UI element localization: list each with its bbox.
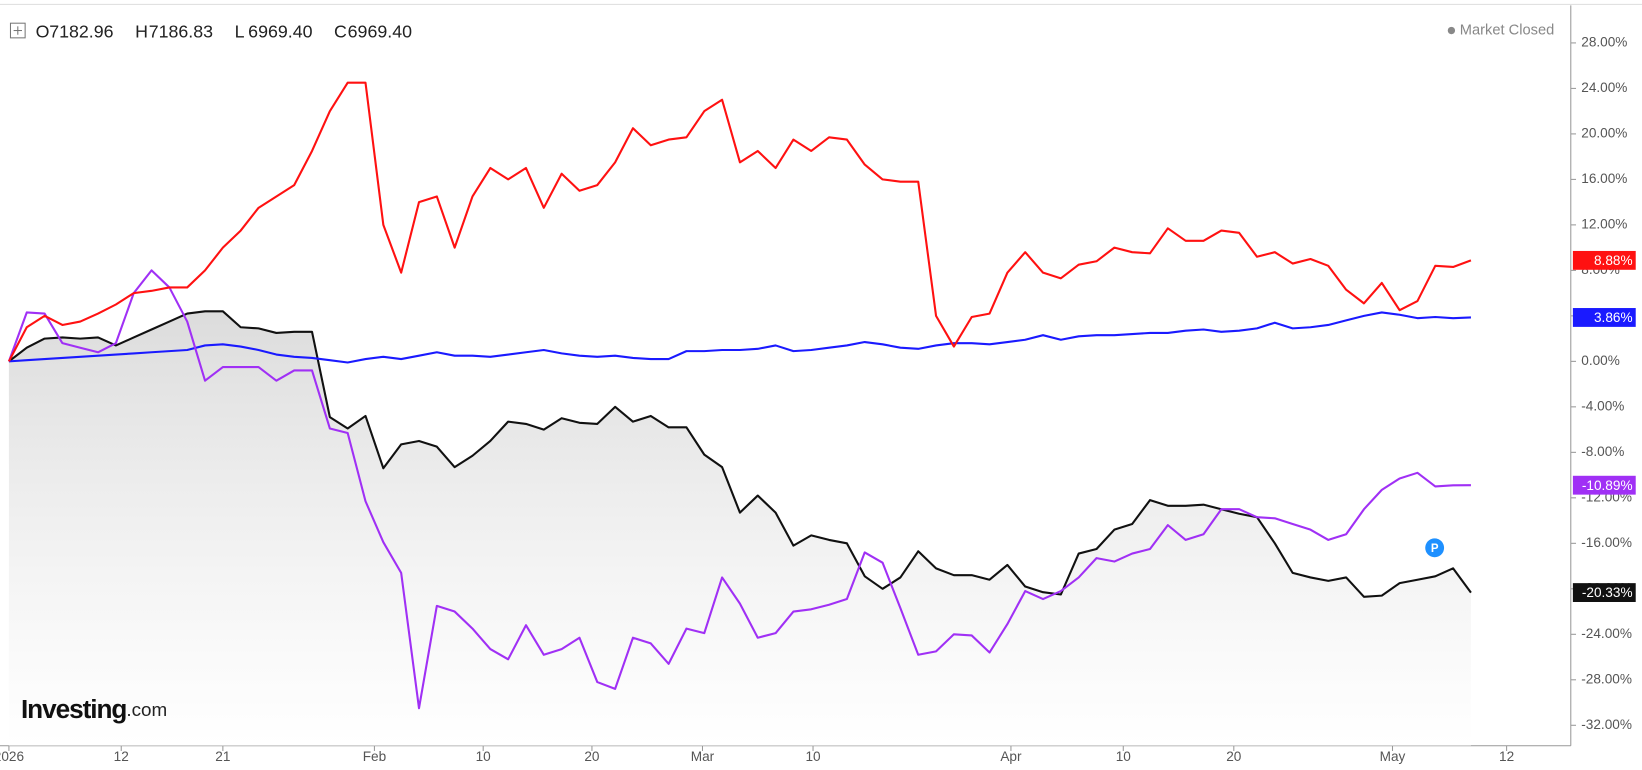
y-tick-label: -24.00%	[1581, 626, 1632, 641]
y-tick-label: 0.00%	[1581, 353, 1620, 368]
end-label-box	[1572, 475, 1636, 495]
ohlc-key: O	[36, 21, 50, 41]
plot: 28.00%24.00%20.00%16.00%12.00%8.00%4.00%…	[0, 5, 1636, 764]
marker-badge[interactable]	[1425, 538, 1445, 558]
area	[8, 311, 1471, 746]
expand-icon[interactable]	[9, 22, 26, 39]
y-tick-label: 16.00%	[1581, 171, 1627, 186]
y-tick-label: 28.00%	[1581, 35, 1627, 50]
y-tick-label: -16.00%	[1581, 535, 1632, 550]
end-label: -20.33%	[1582, 585, 1633, 600]
logo-suffix: .com	[126, 699, 167, 720]
ohlc-key: H	[135, 21, 148, 41]
end-label: 8.88%	[1594, 253, 1633, 268]
x-tick-label: Feb	[363, 749, 386, 764]
ohlc-header: O 7182.96 H 7186.83 L 6969.40 C 6969.40	[36, 21, 412, 41]
series-line	[8, 311, 1471, 364]
series-line	[8, 310, 1472, 598]
status-dot	[1447, 26, 1456, 35]
logo-name: Investing	[21, 694, 126, 724]
status: Market Closed	[1460, 22, 1555, 38]
end-label-box	[1572, 308, 1636, 327]
end-label-box	[1572, 250, 1636, 270]
y-tick-label: -28.00%	[1581, 671, 1632, 686]
series-line	[7, 81, 1472, 362]
x-tick-label: 10	[805, 749, 821, 764]
y-tick-label: -32.00%	[1581, 717, 1632, 732]
ohlc-value: 7182.96	[49, 21, 113, 41]
logo: Investing.com	[21, 694, 167, 724]
y-tick-label: -8.00%	[1581, 444, 1624, 459]
end-label-box	[1572, 583, 1636, 602]
x-tick-label: 21	[215, 749, 230, 764]
x-tick-label: Apr	[1000, 749, 1022, 764]
y-tick-label: -4.00%	[1581, 398, 1624, 413]
ohlc-key: L	[235, 21, 245, 41]
ohlc-value: 7186.83	[149, 21, 213, 41]
marker-label: P	[1431, 543, 1439, 555]
ohlc-value: 6969.40	[248, 21, 312, 41]
y-tick-label: 20.00%	[1581, 125, 1627, 140]
ohlc-value: 6969.40	[348, 21, 412, 41]
x-tick-label: 20	[1226, 749, 1242, 764]
y-tick-label: 24.00%	[1581, 80, 1627, 95]
x-tick-label: 10	[476, 749, 492, 764]
x-tick-label: May	[1380, 749, 1406, 764]
end-label: -10.89%	[1582, 478, 1633, 493]
x-tick-label: 12	[1499, 749, 1514, 764]
ohlc-key: C	[334, 21, 347, 41]
y-tick-label: 12.00%	[1581, 216, 1627, 231]
x-tick-label: Mar	[691, 749, 715, 764]
x-tick-label: 2026	[0, 749, 24, 764]
series-line	[7, 269, 1471, 710]
x-tick-label: 12	[114, 749, 129, 764]
x-tick-label: 10	[1116, 749, 1132, 764]
x-tick-label: 20	[584, 749, 600, 764]
end-label: 3.86%	[1594, 310, 1633, 325]
